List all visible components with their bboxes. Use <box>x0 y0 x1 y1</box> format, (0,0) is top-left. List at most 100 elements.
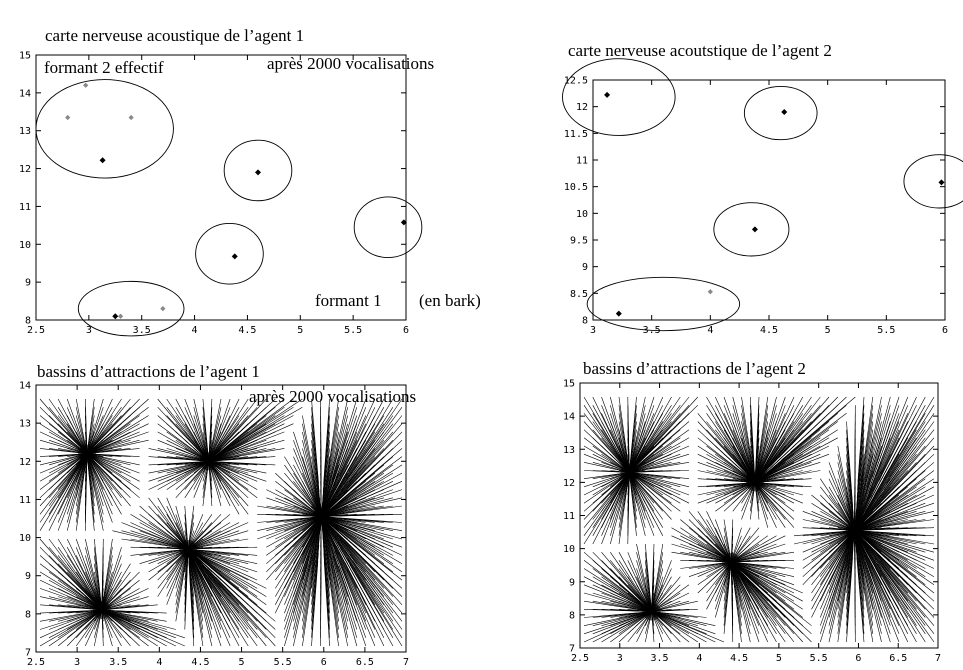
y-tick-label: 9.5 <box>570 236 588 247</box>
field-vector <box>86 453 140 474</box>
field-vector <box>629 405 681 473</box>
panel-attraction-basins-agent-2: 2.5 3 3.5 4 4.5 5 5.5 6 6.5 7 7 8 9 10 11 12 13 14 15 bassi… <box>563 359 941 664</box>
field-vector <box>101 609 167 622</box>
field-vector <box>629 405 655 473</box>
field-vector <box>346 423 403 489</box>
x-tick-label: 5 <box>297 325 303 336</box>
field-vector <box>101 609 167 630</box>
field-vector <box>339 398 376 477</box>
field-vector <box>48 596 102 611</box>
field-vector <box>872 560 917 634</box>
field-vector <box>629 472 664 536</box>
field-vector <box>730 561 751 643</box>
field-vector <box>651 611 716 635</box>
field-vector <box>231 398 303 447</box>
field-vector <box>854 502 935 531</box>
field-vector <box>336 423 385 495</box>
field-vector <box>865 470 935 522</box>
x-tick-label: 4 <box>707 325 713 336</box>
y-tick-label: 10 <box>563 544 575 555</box>
field-vector <box>583 611 652 626</box>
field-vector <box>321 516 358 589</box>
field-vector <box>211 415 285 460</box>
field-vector <box>157 548 189 597</box>
field-vector <box>890 396 935 471</box>
field-vector <box>199 570 240 647</box>
attractor-point <box>77 444 96 463</box>
field-vector <box>629 472 637 536</box>
field-vector <box>321 489 403 517</box>
y-tick-label: 14 <box>563 412 575 423</box>
field-vector <box>629 453 681 473</box>
plot-frame <box>592 79 946 321</box>
field-vector <box>344 562 385 638</box>
field-vector <box>101 609 158 647</box>
field-vector <box>883 421 935 491</box>
field-vector <box>338 415 385 488</box>
field-vector <box>651 611 707 626</box>
field-vector <box>863 421 891 503</box>
y-tick-label: 15 <box>19 51 31 62</box>
field-vector <box>335 533 394 597</box>
field-vector <box>731 561 803 594</box>
field-vector <box>352 560 403 630</box>
y-tick-label: 11 <box>563 511 575 522</box>
field-vector <box>349 553 403 622</box>
field-vector <box>85 555 103 611</box>
cluster-ellipse <box>562 58 676 136</box>
field-vector <box>731 561 795 586</box>
field-vector <box>629 453 690 473</box>
field-vector <box>193 560 231 638</box>
field-vector <box>629 472 690 504</box>
chart-title: carte nerveuse acoutstique de l’agent 2 <box>568 41 832 60</box>
field-vector <box>86 398 131 454</box>
field-vector <box>629 470 690 473</box>
field-vector <box>859 486 935 528</box>
field-vector <box>293 554 313 638</box>
field-vector <box>86 453 131 499</box>
field-vector <box>208 439 285 462</box>
y-tick-label: 13 <box>19 126 31 137</box>
x-tick-label: 7 <box>935 653 941 664</box>
field-vector <box>104 610 185 639</box>
field-vector <box>854 502 926 531</box>
y-tick-label: 12 <box>19 164 31 175</box>
y-tick-label: 9 <box>569 577 575 588</box>
field-vector <box>751 581 812 643</box>
field-vector <box>872 413 909 491</box>
x-tick-label: 4.5 <box>191 657 209 668</box>
field-vector <box>857 531 935 569</box>
y-tick-label: 12.5 <box>564 76 588 87</box>
field-vector <box>741 574 795 643</box>
field-vector <box>680 527 732 563</box>
field-vector <box>731 562 803 610</box>
field-vector <box>321 516 393 540</box>
field-vector <box>193 555 249 622</box>
field-vector <box>697 482 756 504</box>
field-vector <box>754 445 830 483</box>
field-vector <box>218 398 285 454</box>
field-vector <box>754 470 821 483</box>
field-vector <box>730 561 760 643</box>
field-vector <box>331 529 385 597</box>
prototype-point <box>604 91 611 98</box>
field-vector <box>208 461 258 499</box>
field-vector <box>302 456 322 517</box>
field-vector <box>820 530 855 585</box>
field-vector <box>754 413 804 483</box>
field-vector <box>341 536 403 597</box>
field-vector <box>859 551 882 634</box>
field-vector <box>706 453 756 483</box>
field-vector <box>208 407 222 462</box>
field-vector <box>348 415 403 483</box>
field-vector <box>854 530 935 553</box>
field-vector <box>187 548 213 630</box>
field-vector <box>730 561 751 634</box>
field-vector <box>629 472 664 528</box>
field-vector <box>856 494 935 530</box>
field-vector <box>196 563 240 638</box>
field-vector <box>48 609 102 630</box>
field-vector <box>629 462 690 473</box>
field-vector <box>193 557 240 630</box>
field-vector <box>731 535 786 563</box>
